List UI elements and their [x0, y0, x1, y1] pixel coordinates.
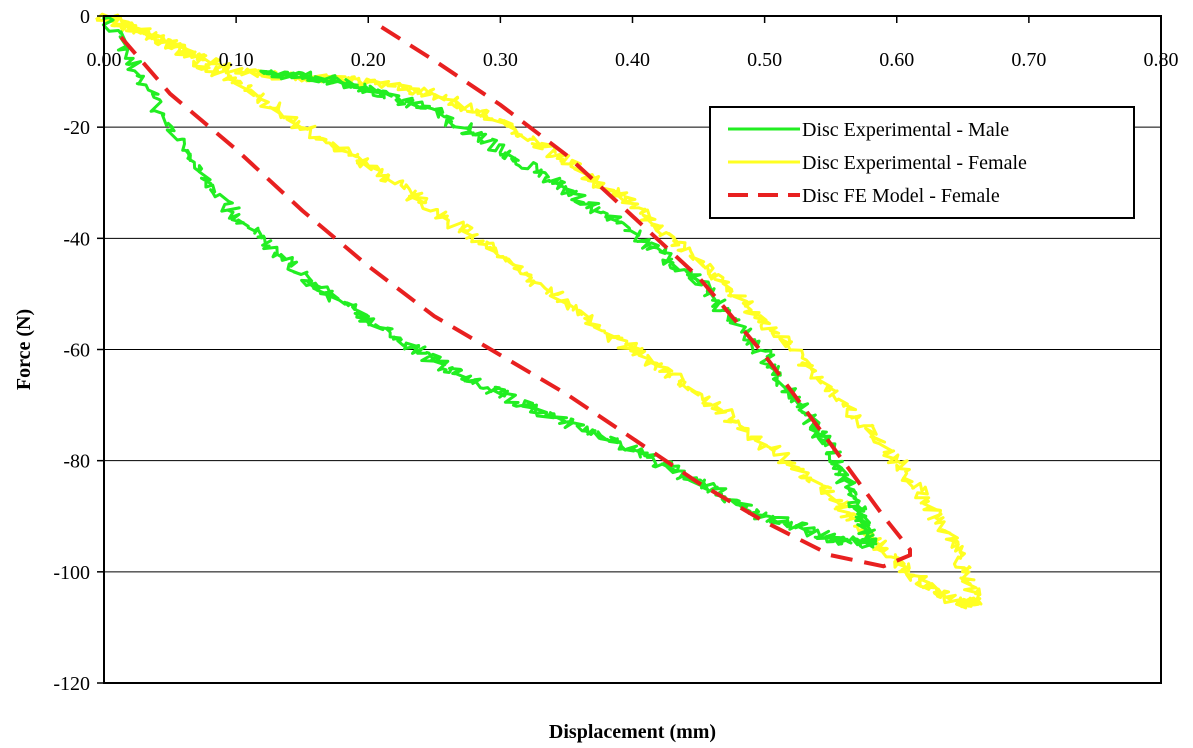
x-tick-label: 0.00	[87, 49, 122, 71]
series-line-1	[94, 12, 983, 610]
series-layer	[94, 12, 983, 610]
x-tick-label: 0.20	[351, 49, 386, 71]
y-tick-label: -120	[53, 673, 90, 695]
y-tick-label: -80	[63, 451, 90, 473]
legend-label-2: Disc FE Model - Female	[802, 185, 1000, 207]
axis-ticks: 0 -20 -40 -60 -80 -100 -120 0.00 0.10 0.20 0.30 0.4…	[53, 6, 1178, 695]
x-tick-label: 0.60	[879, 49, 914, 71]
x-tick-label: 0.70	[1011, 49, 1046, 71]
y-tick-label: -20	[63, 117, 90, 139]
y-tick-label: -60	[63, 340, 90, 362]
x-axis-title: Displacement (mm)	[549, 721, 716, 743]
y-tick-label: -100	[53, 562, 90, 584]
x-tick-label: 0.40	[615, 49, 650, 71]
legend-label-0: Disc Experimental - Male	[802, 119, 1009, 141]
y-tick-label: 0	[80, 6, 90, 28]
legend-label-1: Disc Experimental - Female	[802, 152, 1027, 174]
x-tick-label: 0.30	[483, 49, 518, 71]
series-line-0	[101, 16, 878, 549]
x-tick-label: 0.80	[1144, 49, 1179, 71]
y-axis-title: Force (N)	[13, 309, 35, 390]
y-tick-label: -40	[63, 228, 90, 250]
series-line-2	[115, 25, 912, 569]
x-tick-label: 0.50	[747, 49, 782, 71]
legend: Disc Experimental - Male Disc Experimenta…	[709, 106, 1135, 219]
x-tick-label: 0.10	[219, 49, 254, 71]
